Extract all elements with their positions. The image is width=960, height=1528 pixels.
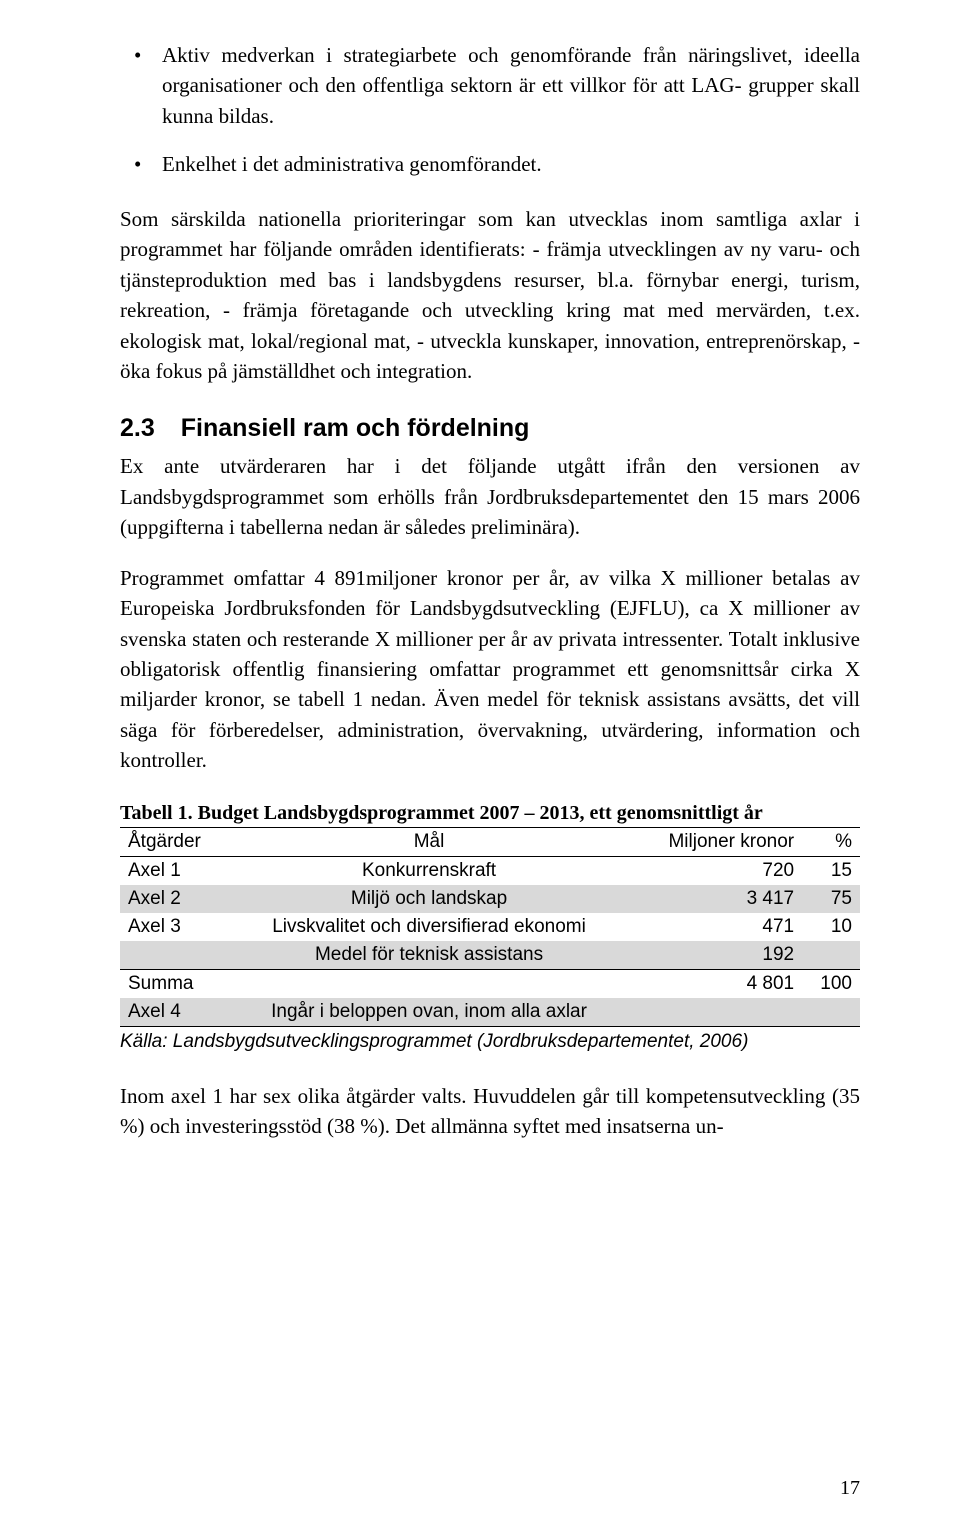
- table-row: Axel 2Miljö och landskap3 41775: [120, 885, 860, 913]
- table-header: %: [802, 828, 860, 857]
- table-cell: 192: [630, 941, 802, 970]
- table-header-row: Åtgärder Mål Miljoner kronor %: [120, 828, 860, 857]
- table-header: Mål: [228, 828, 630, 857]
- table-header: Åtgärder: [120, 828, 228, 857]
- table-cell: [120, 941, 228, 970]
- paragraph: Programmet omfattar 4 891miljoner kronor…: [120, 563, 860, 776]
- table-cell: Miljö och landskap: [228, 885, 630, 913]
- table-cell: 720: [630, 856, 802, 885]
- table-cell: Axel 3: [120, 913, 228, 941]
- section-heading: 2.3 Finansiell ram och fördelning: [120, 414, 860, 443]
- document-page: Aktiv medverkan i strategiarbete och gen…: [0, 0, 960, 1528]
- table-row: Summa 4 801100: [120, 969, 860, 998]
- table-cell: 15: [802, 856, 860, 885]
- bullet-item: Aktiv medverkan i strategiarbete och gen…: [120, 40, 860, 131]
- bullet-item: Enkelhet i det administrativa genomföran…: [120, 149, 860, 179]
- table-cell: Ingår i beloppen ovan, inom alla axlar: [228, 998, 630, 1027]
- table-cell: Axel 1: [120, 856, 228, 885]
- table-cell: 4 801: [630, 969, 802, 998]
- section-title: Finansiell ram och fördelning: [181, 414, 530, 442]
- table-cell: 471: [630, 913, 802, 941]
- table-row: Axel 1Konkurrenskraft72015: [120, 856, 860, 885]
- budget-table: Åtgärder Mål Miljoner kronor % Axel 1Kon…: [120, 828, 860, 1027]
- table-cell: Medel för teknisk assistans: [228, 941, 630, 970]
- table-cell: [228, 969, 630, 998]
- section-number: 2.3: [120, 414, 155, 443]
- table-cell: Livskvalitet och diversifierad ekonomi: [228, 913, 630, 941]
- table-cell: [802, 941, 860, 970]
- bullet-list: Aktiv medverkan i strategiarbete och gen…: [120, 40, 860, 180]
- paragraph: Inom axel 1 har sex olika åtgärder valts…: [120, 1081, 860, 1142]
- table-cell: 100: [802, 969, 860, 998]
- table-cell: Axel 4: [120, 998, 228, 1027]
- paragraph: Som särskilda nationella prioriteringar …: [120, 204, 860, 387]
- table-cell: Konkurrenskraft: [228, 856, 630, 885]
- table-row: Axel 3Livskvalitet och diversifierad eko…: [120, 913, 860, 941]
- table-caption: Tabell 1. Budget Landsbygdsprogrammet 20…: [120, 802, 860, 828]
- table-source: Källa: Landsbygdsutvecklingsprogrammet (…: [120, 1031, 860, 1053]
- table-cell: 75: [802, 885, 860, 913]
- table-cell: Summa: [120, 969, 228, 998]
- table-cell: Axel 2: [120, 885, 228, 913]
- table-cell: 3 417: [630, 885, 802, 913]
- table-cell: [630, 998, 802, 1027]
- table-row: Medel för teknisk assistans192: [120, 941, 860, 970]
- table-cell: 10: [802, 913, 860, 941]
- paragraph: Ex ante utvärderaren har i det följande …: [120, 451, 860, 542]
- table-cell: [802, 998, 860, 1027]
- page-number: 17: [840, 1477, 860, 1500]
- table-header: Miljoner kronor: [630, 828, 802, 857]
- table-row: Axel 4Ingår i beloppen ovan, inom alla a…: [120, 998, 860, 1027]
